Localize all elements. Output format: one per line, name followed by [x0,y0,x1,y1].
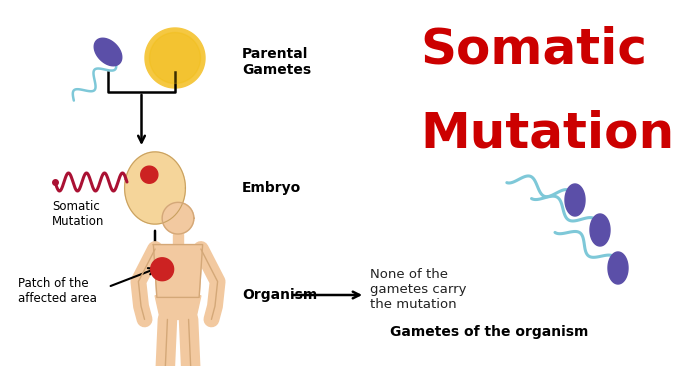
Text: None of the
gametes carry
the mutation: None of the gametes carry the mutation [370,268,466,311]
Text: Organism: Organism [242,288,317,302]
Polygon shape [150,258,174,281]
Polygon shape [125,152,186,224]
Polygon shape [153,244,202,298]
Text: Embryo: Embryo [242,181,301,195]
Text: Patch of the
affected area: Patch of the affected area [18,277,97,305]
Polygon shape [141,166,158,183]
Text: Somatic: Somatic [420,25,647,73]
Polygon shape [590,214,610,246]
Polygon shape [608,252,628,284]
Polygon shape [162,202,194,234]
Polygon shape [173,234,183,244]
Polygon shape [155,296,201,320]
Polygon shape [94,38,122,66]
Polygon shape [145,28,205,88]
Polygon shape [150,33,200,83]
Text: Gametes of the organism: Gametes of the organism [390,325,589,339]
Text: Somatic
Mutation: Somatic Mutation [52,200,104,228]
Polygon shape [565,184,585,216]
Text: Parental
Gametes: Parental Gametes [242,47,311,77]
Text: Mutation: Mutation [420,110,674,158]
